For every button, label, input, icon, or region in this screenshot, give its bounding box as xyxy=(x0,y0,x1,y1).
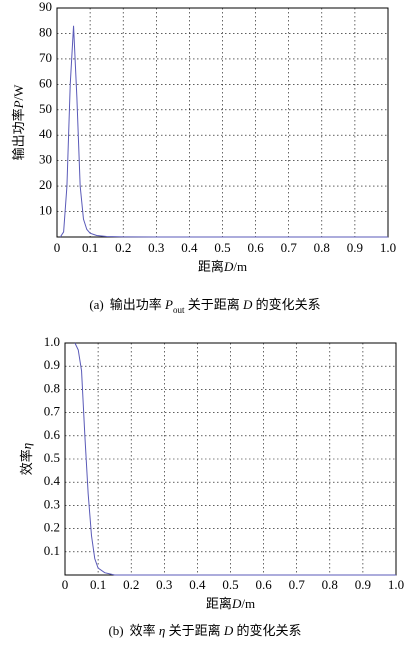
x-axis-label: 距离D/m xyxy=(198,259,247,274)
label-part: 输出功率 xyxy=(110,297,165,312)
label-part: D xyxy=(223,623,234,638)
x-tick-label: 0.4 xyxy=(181,240,198,255)
label-part: P xyxy=(164,297,173,312)
x-tick-label: 0.4 xyxy=(189,577,206,592)
plot-frame xyxy=(56,7,389,238)
y-tick-label: 0.9 xyxy=(44,357,60,372)
label-part: η xyxy=(19,443,34,449)
chart: 0 0.1 0.2 0.3 0.4 0.5 0.6 0.7 0.8 0.9 1.0 0.1 0.2 0.3… xyxy=(19,334,404,638)
label-part: /m xyxy=(241,596,255,611)
label-part: out xyxy=(173,305,185,315)
y-tick-label: 0.7 xyxy=(44,404,61,419)
label-part: D xyxy=(223,259,234,274)
x-tick-label: 0.3 xyxy=(148,240,164,255)
y-tick-label: 0.5 xyxy=(44,450,60,465)
x-tick-label: 1.0 xyxy=(388,577,404,592)
x-tick-label: 0.6 xyxy=(255,577,272,592)
x-tick-label: 0.1 xyxy=(82,240,98,255)
y-tick-label: 0.6 xyxy=(44,427,61,442)
label-part: 距离 xyxy=(206,596,232,611)
label-part: η xyxy=(159,623,165,638)
x-tick-label: 0.9 xyxy=(347,240,363,255)
label-part: 的变化关系 xyxy=(252,297,320,312)
label-part: /W xyxy=(11,84,26,101)
label-part: D xyxy=(242,297,253,312)
x-tick-label: 0.8 xyxy=(322,577,338,592)
y-tick-label: 0.1 xyxy=(44,543,60,558)
label-part: 的变化关系 xyxy=(233,623,301,638)
y-tick-label: 1.0 xyxy=(44,334,60,349)
label-part: (a) xyxy=(89,297,103,312)
label-part: P xyxy=(11,100,26,109)
data-line xyxy=(59,25,388,238)
x-tick-label: 0.8 xyxy=(314,240,330,255)
label-part: 效率 xyxy=(19,449,34,475)
label-part: 关于距离 xyxy=(185,297,244,312)
data-line xyxy=(74,342,396,576)
x-tick-label: 0.6 xyxy=(247,240,264,255)
label-part: /m xyxy=(233,259,247,274)
label-part: 关于距离 xyxy=(165,623,224,638)
y-tick-label: 0.3 xyxy=(44,496,60,511)
caption: (a) 输出功率 Pout 关于距离 D 的变化关系 xyxy=(89,297,320,315)
y-tick-label: 0.4 xyxy=(44,473,61,488)
y-axis-label: 输出功率P/W xyxy=(11,84,26,161)
y-tick-label: 40 xyxy=(39,126,52,141)
y-axis-label: 效率η xyxy=(19,443,34,475)
caption: (b) 效率 η 关于距离 D 的变化关系 xyxy=(108,623,301,638)
x-tick-label: 0 xyxy=(54,240,61,255)
label-part: 输出功率 xyxy=(11,108,26,160)
x-tick-label: 0.2 xyxy=(123,577,139,592)
label-part: 效率 xyxy=(130,623,159,638)
label-part: 距离 xyxy=(198,259,224,274)
y-tick-label: 60 xyxy=(39,75,52,90)
y-tick-label: 20 xyxy=(39,177,52,192)
y-tick-label: 80 xyxy=(39,24,52,39)
chart: 0 0.1 0.2 0.3 0.4 0.5 0.6 0.7 0.8 0.9 1.0 10 20 30 40 5… xyxy=(11,0,396,315)
x-tick-label: 1.0 xyxy=(380,240,396,255)
x-tick-label: 0.1 xyxy=(90,577,106,592)
y-tick-label: 0.8 xyxy=(44,380,60,395)
y-tick-label: 70 xyxy=(39,50,52,65)
y-tick-label: 50 xyxy=(39,101,52,116)
x-tick-label: 0.9 xyxy=(355,577,371,592)
x-tick-label: 0.3 xyxy=(156,577,172,592)
y-tick-label: 0.2 xyxy=(44,520,60,535)
x-tick-label: 0.5 xyxy=(222,577,238,592)
x-tick-label: 0.7 xyxy=(289,577,306,592)
x-tick-label: 0.7 xyxy=(281,240,298,255)
y-tick-label: 90 xyxy=(39,0,52,14)
y-tick-label: 10 xyxy=(39,203,52,218)
x-tick-label: 0 xyxy=(62,577,69,592)
label-part: (b) xyxy=(108,623,123,638)
y-tick-label: 30 xyxy=(39,152,52,167)
x-axis-label: 距离D/m xyxy=(206,596,255,611)
x-tick-label: 0.2 xyxy=(115,240,131,255)
x-tick-label: 0.5 xyxy=(214,240,230,255)
label-part: D xyxy=(231,596,242,611)
